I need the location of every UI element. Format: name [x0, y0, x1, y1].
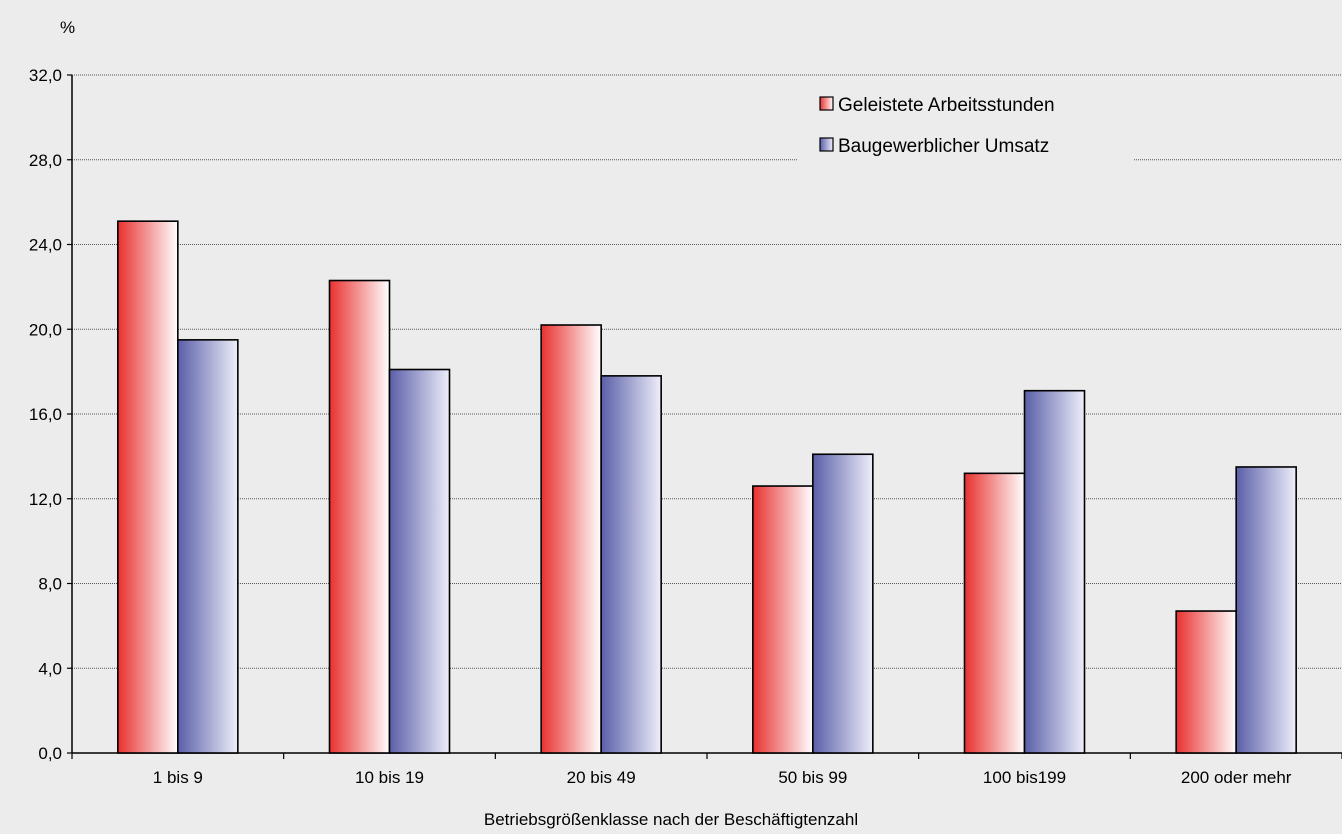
y-tick-label: 4,0	[38, 659, 62, 678]
x-tick-label: 1 bis 9	[153, 768, 203, 787]
x-tick-label: 10 bis 19	[355, 768, 424, 787]
legend-label: Geleistete Arbeitsstunden	[838, 95, 1055, 116]
y-tick-label: 16,0	[29, 405, 62, 424]
y-tick-label: 32,0	[29, 66, 62, 85]
y-axis-label: %	[60, 18, 75, 37]
x-tick-label: 20 bis 49	[567, 768, 636, 787]
y-tick-label: 20,0	[29, 320, 62, 339]
legend-label: Baugewerblicher Umsatz	[838, 136, 1049, 157]
bar-umsatz	[1023, 389, 1086, 754]
bar-arbeitsstunden	[1175, 610, 1237, 754]
bars	[117, 220, 1297, 754]
x-tick-label: 100 bis199	[983, 768, 1066, 787]
bar-umsatz	[177, 339, 239, 754]
legend-swatch	[819, 137, 834, 152]
y-tick-label: 0,0	[38, 744, 62, 763]
x-axis-label: Betriebsgrößenklasse nach der Beschäftig…	[484, 810, 858, 829]
legend-swatch	[819, 96, 834, 111]
y-tick-label: 12,0	[29, 490, 62, 509]
y-tick-label: 8,0	[38, 575, 62, 594]
bar-arbeitsstunden	[540, 324, 602, 754]
legend: Geleistete Arbeitsstunden Baugewerblicher…	[798, 86, 1134, 184]
x-tick-label: 50 bis 99	[778, 768, 847, 787]
bar-arbeitsstunden	[328, 279, 391, 754]
x-tick-label: 200 oder mehr	[1181, 768, 1292, 787]
bar-arbeitsstunden	[752, 485, 814, 754]
y-tick-label: 28,0	[29, 151, 62, 170]
bar-umsatz	[1235, 466, 1297, 754]
bar-arbeitsstunden	[117, 220, 179, 754]
bar-umsatz	[812, 453, 874, 754]
gridlines	[72, 74, 1342, 669]
legend-background	[798, 86, 1134, 184]
bar-umsatz	[388, 368, 451, 754]
bar-arbeitsstunden	[963, 472, 1026, 754]
axes: 0,0 4,0 8,0 12,0 16,0 20,0 24,0 28,0 32,0 1 bis 9…	[29, 66, 1342, 787]
bar-umsatz	[600, 375, 662, 754]
y-tick-label: 24,0	[29, 236, 62, 255]
